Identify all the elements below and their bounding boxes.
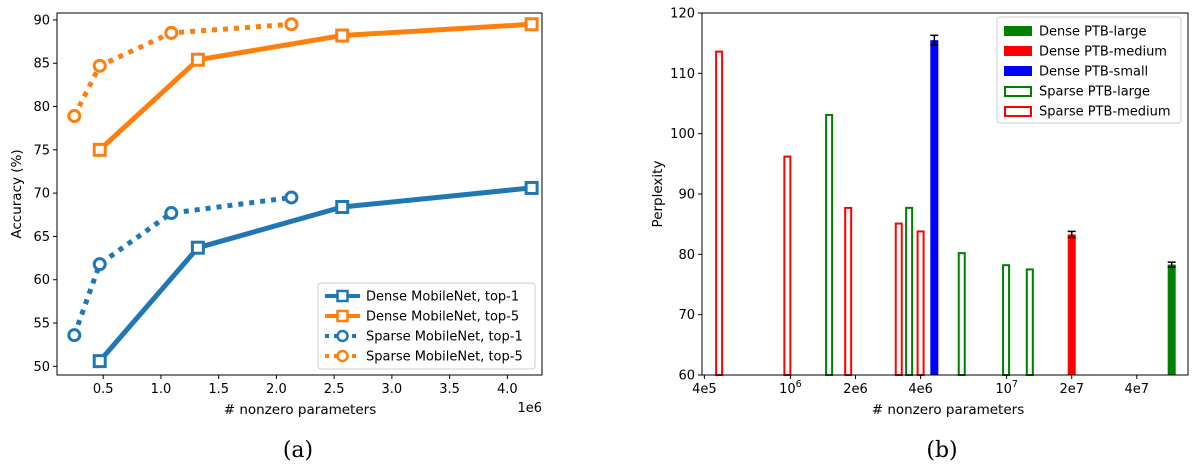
bar-sparse: [825, 113, 834, 376]
panel-a-accuracy-chart: 0.5 1.0 1.5 2.0 2.5 3.0 3.5 4.0 50 55 60 65 70 75 80 8…: [9, 12, 543, 463]
data-point-circle: [284, 190, 299, 205]
panel-b-caption: (b): [926, 438, 957, 463]
panel-b-legend: Dense PTB-large Dense PTB-medium Dense PTB…: [996, 16, 1182, 124]
panel-a-caption: (a): [283, 438, 313, 463]
data-point-square: [524, 17, 539, 32]
legend-label: Dense PTB-medium: [1039, 45, 1167, 60]
legend-swatch-outline: [1004, 86, 1032, 97]
panel-a-y-tick-label: 50: [33, 360, 50, 375]
data-point-circle: [92, 58, 107, 73]
panel-a-y-tick-label: 55: [33, 317, 50, 332]
bar-sparse: [905, 206, 914, 376]
panel-b-x-tick-label: 4e6: [908, 382, 933, 397]
panel-a-y-tick-label: 85: [33, 57, 50, 72]
panel-b-x-tick-label: 107: [995, 379, 1018, 397]
legend-swatch-outline: [1004, 106, 1032, 117]
bar-sparse: [894, 222, 903, 376]
panel-b-y-tick-label: 120: [670, 7, 695, 22]
legend-label: Dense MobileNet, top-5: [366, 310, 519, 325]
legend-box: [317, 282, 536, 370]
panel-a-x-tick-label: 3.0: [382, 382, 403, 397]
data-point-circle: [284, 17, 299, 32]
data-point-square: [190, 52, 205, 67]
legend-label: Dense PTB-small: [1039, 65, 1148, 80]
panel-b-y-tick-label: 90: [678, 188, 695, 203]
series-line-3: [71, 195, 292, 337]
data-point-circle: [67, 109, 82, 124]
bar-sparse: [715, 50, 724, 376]
panel-b-y-tick-label: 60: [678, 369, 695, 384]
data-point-circle: [164, 206, 179, 221]
panel-a-x-tick-label: 2.5: [324, 382, 345, 397]
panel-a-x-tick-label: 4.0: [497, 382, 518, 397]
panel-a-x-tick-label: 3.5: [439, 382, 460, 397]
panel-a-legend: Dense MobileNet, top-1 Dense MobileNet, t…: [317, 282, 536, 370]
legend-swatch-solid: [1004, 46, 1032, 56]
legend-marker-circle: [336, 329, 349, 343]
data-point-circle: [92, 257, 107, 272]
data-point-square: [335, 199, 350, 214]
legend-label: Sparse MobileNet, top-5: [366, 350, 523, 365]
bar-sparse: [916, 230, 925, 376]
bar-dense: [1067, 234, 1076, 375]
panel-a-y-axis-label: Accuracy (%): [9, 149, 25, 238]
legend-marker-square: [336, 289, 349, 303]
legend-label: Sparse PTB-large: [1039, 85, 1150, 100]
panel-a-plot-frame: [56, 12, 543, 376]
panel-b-x-tick-label: 4e5: [692, 382, 717, 397]
series-line-4: [72, 21, 292, 118]
data-point-square: [524, 180, 539, 195]
legend-box: [996, 16, 1182, 124]
data-point-square: [190, 240, 205, 255]
legend-label: Dense MobileNet, top-1: [366, 290, 519, 305]
data-point-circle: [67, 328, 82, 343]
panel-a-y-tick-label: 75: [33, 143, 50, 158]
panel-a-x-tick-label: 1.5: [208, 382, 229, 397]
panel-b-y-tick-label: 110: [670, 67, 695, 82]
panel-a-y-tick-label: 60: [33, 273, 50, 288]
bar-sparse: [783, 155, 792, 376]
panel-a-y-tick-label: 80: [33, 100, 50, 115]
series-line-2: [98, 21, 532, 152]
bar-sparse: [844, 206, 853, 376]
legend-label: Sparse PTB-medium: [1039, 105, 1171, 120]
panel-a-x-offset-text: 1e6: [517, 401, 542, 416]
legend-marker-square: [336, 309, 349, 323]
panel-b-y-tick-label: 70: [678, 308, 695, 323]
legend-label: Dense PTB-large: [1039, 25, 1147, 40]
legend-swatch-solid: [1004, 26, 1032, 36]
panel-a-x-axis-label: # nonzero parameters: [224, 402, 376, 418]
bar-dense: [1167, 264, 1176, 375]
panel-a-y-tick-label: 65: [33, 230, 50, 245]
panel-b-x-axis-label: # nonzero parameters: [872, 402, 1024, 418]
bar-sparse: [1025, 268, 1034, 376]
panel-a-x-tick-label: 0.5: [93, 382, 114, 397]
legend-marker-circle: [336, 349, 349, 363]
panel-b-x-tick-label: 2e7: [1059, 382, 1084, 397]
data-point-circle: [164, 25, 179, 40]
bar-sparse: [1002, 264, 1011, 376]
legend-swatch-solid: [1004, 66, 1032, 76]
panel-b-x-tick-label: 4e7: [1125, 382, 1150, 397]
panel-a-y-tick-label: 70: [33, 187, 50, 202]
panel-b-y-tick-label: 100: [670, 127, 695, 142]
data-point-square: [92, 354, 107, 369]
panel-a-x-tick-label: 2.0: [266, 382, 287, 397]
data-point-square: [92, 142, 107, 157]
data-point-square: [335, 28, 350, 43]
legend-label: Sparse MobileNet, top-1: [366, 330, 523, 345]
series-line-1: [97, 185, 532, 363]
panel-b-x-tick-label: 2e6: [843, 382, 868, 397]
panel-a-x-tick-label: 1.0: [151, 382, 172, 397]
bar-dense: [930, 40, 939, 376]
panel-b-y-tick-label: 80: [678, 248, 695, 263]
panel-b-perplexity-chart: 4e5 106 2e6 4e6 107 2e7 4e7 60708090100110120 …: [650, 7, 1189, 463]
bar-sparse: [957, 252, 966, 376]
panel-b-y-axis-label: Perplexity: [650, 161, 666, 228]
panel-a-y-tick-label: 90: [33, 13, 50, 28]
panel-b-x-tick-label: 106: [779, 379, 802, 397]
